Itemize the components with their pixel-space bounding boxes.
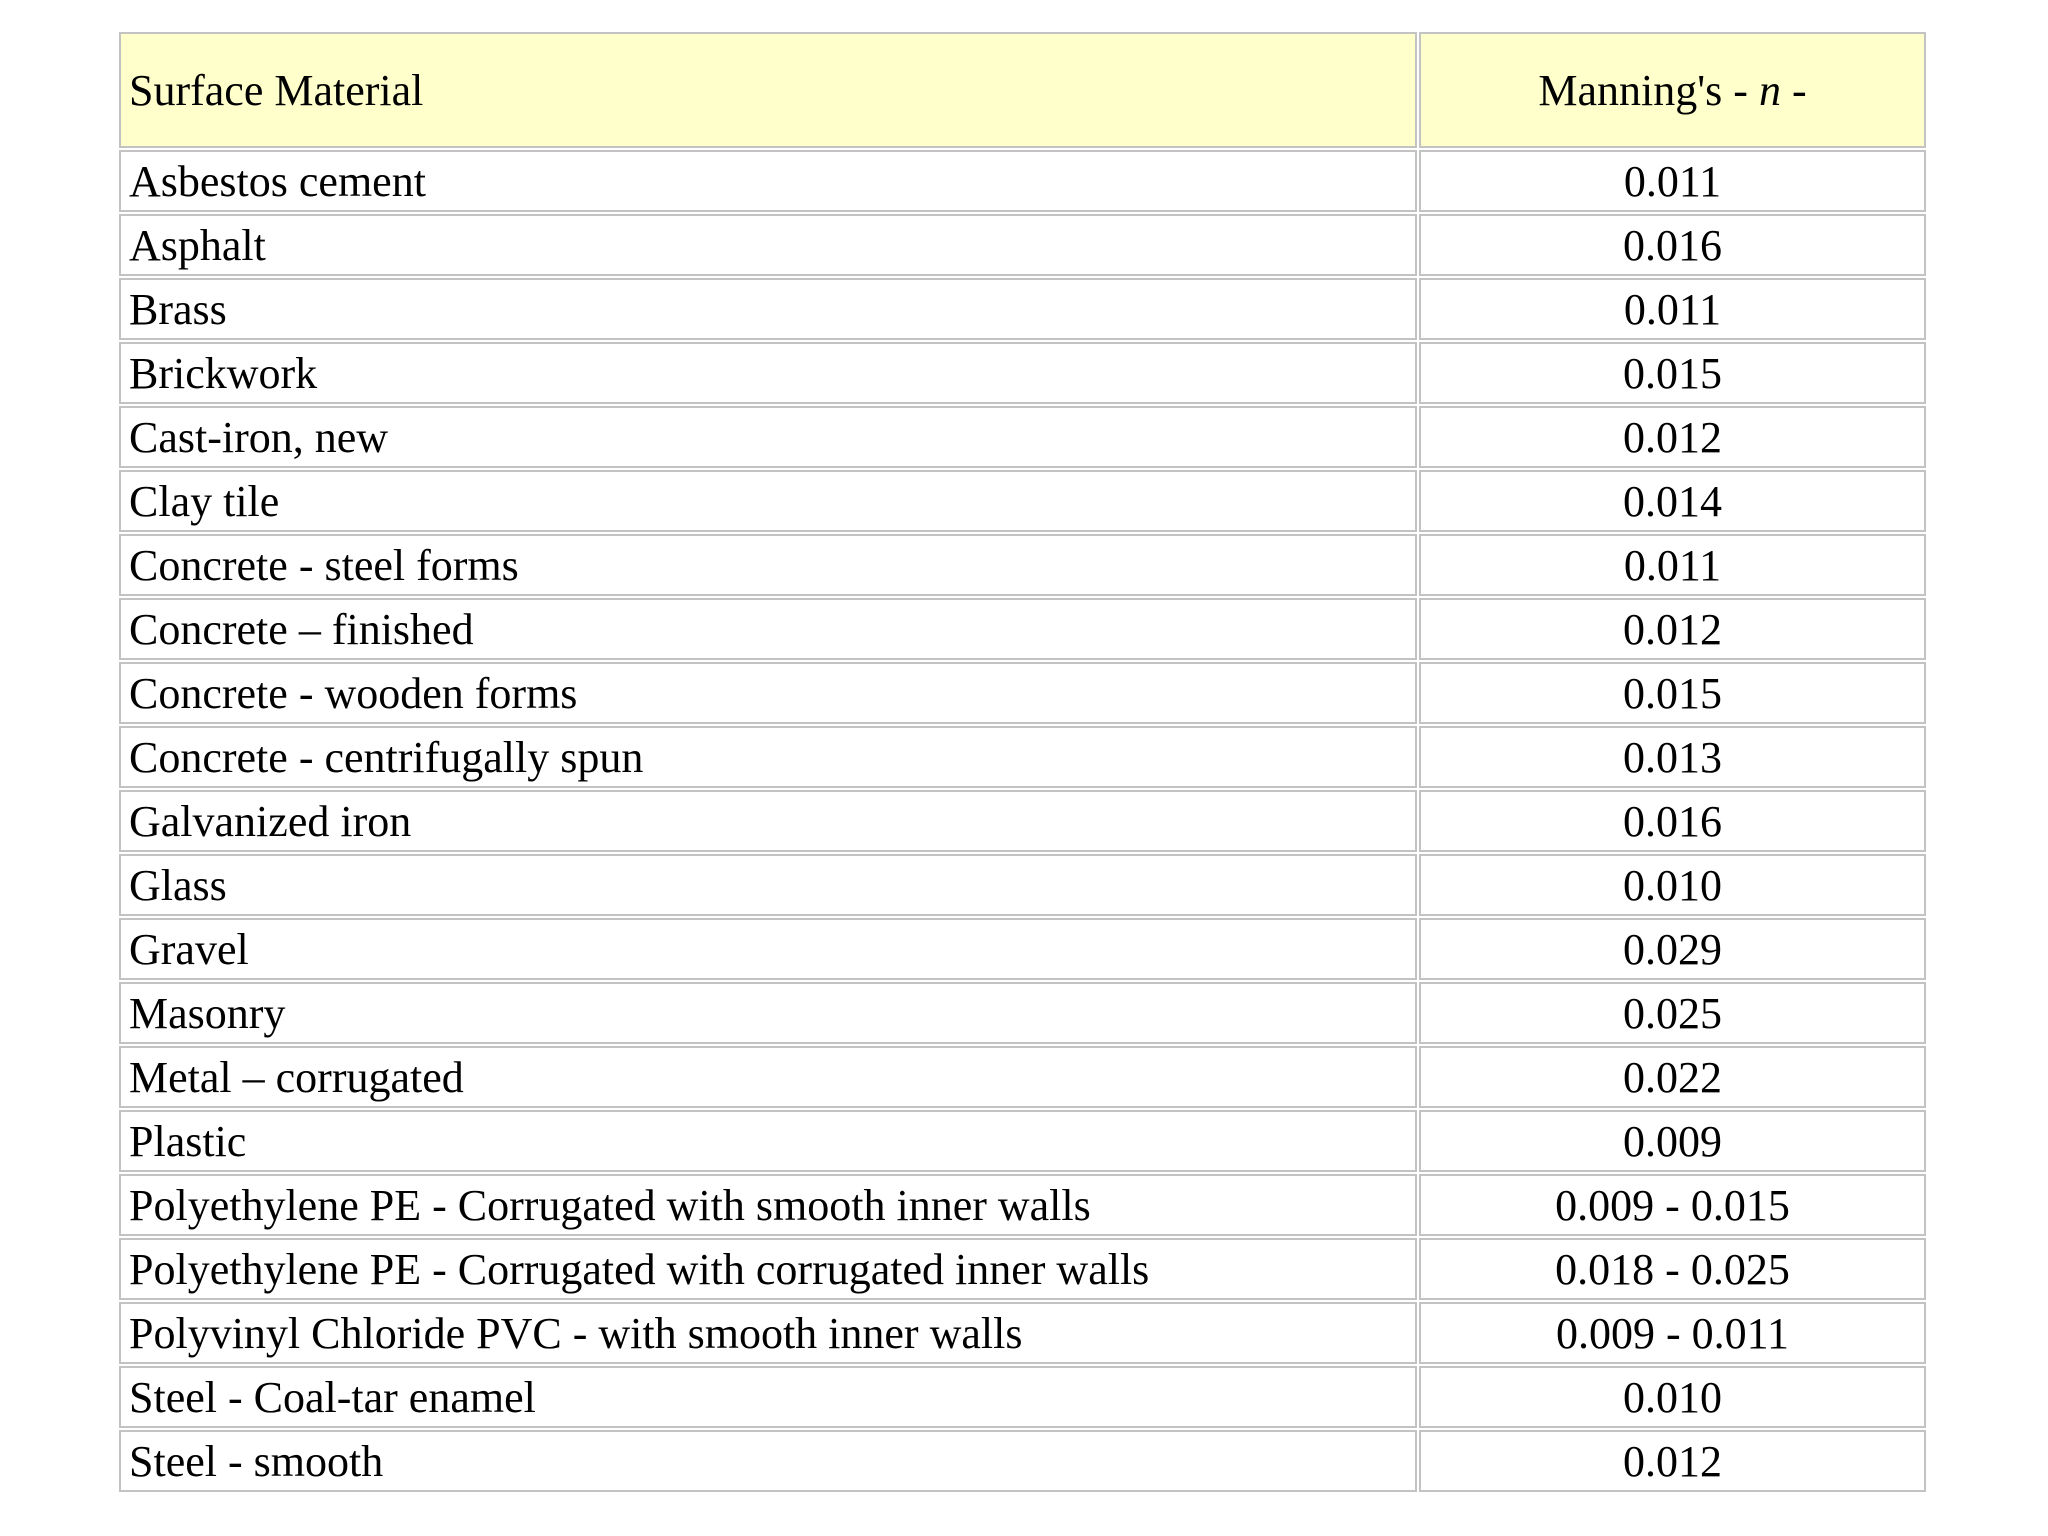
table-row: Glass 0.010 bbox=[119, 854, 1926, 916]
n-value-cell: 0.010 bbox=[1419, 1366, 1926, 1428]
material-cell: Polyethylene PE - Corrugated with corrug… bbox=[119, 1238, 1417, 1300]
manning-table-container: Surface Material Manning's - n - Asbesto… bbox=[117, 30, 1928, 1494]
manning-roughness-table: Surface Material Manning's - n - Asbesto… bbox=[117, 30, 1928, 1494]
header-mannings-n-suffix: - bbox=[1780, 65, 1807, 115]
n-value-cell: 0.009 bbox=[1419, 1110, 1926, 1172]
table-row: Concrete - centrifugally spun 0.013 bbox=[119, 726, 1926, 788]
n-value-cell: 0.009 - 0.011 bbox=[1419, 1302, 1926, 1364]
n-value-cell: 0.009 - 0.015 bbox=[1419, 1174, 1926, 1236]
table-row: Masonry 0.025 bbox=[119, 982, 1926, 1044]
n-value-cell: 0.014 bbox=[1419, 470, 1926, 532]
material-cell: Concrete – finished bbox=[119, 598, 1417, 660]
n-value-cell: 0.029 bbox=[1419, 918, 1926, 980]
table-row: Brickwork 0.015 bbox=[119, 342, 1926, 404]
header-mannings-n-prefix: Manning's - bbox=[1538, 65, 1759, 115]
n-value-cell: 0.012 bbox=[1419, 1430, 1926, 1492]
header-surface-material: Surface Material bbox=[119, 32, 1417, 148]
n-value-cell: 0.025 bbox=[1419, 982, 1926, 1044]
n-value-cell: 0.015 bbox=[1419, 662, 1926, 724]
n-value-cell: 0.022 bbox=[1419, 1046, 1926, 1108]
table-row: Concrete - steel forms 0.011 bbox=[119, 534, 1926, 596]
material-cell: Concrete - wooden forms bbox=[119, 662, 1417, 724]
table-row: Polyethylene PE - Corrugated with corrug… bbox=[119, 1238, 1926, 1300]
material-cell: Galvanized iron bbox=[119, 790, 1417, 852]
material-cell: Plastic bbox=[119, 1110, 1417, 1172]
n-value-cell: 0.013 bbox=[1419, 726, 1926, 788]
table-row: Steel - Coal-tar enamel 0.010 bbox=[119, 1366, 1926, 1428]
material-cell: Glass bbox=[119, 854, 1417, 916]
table-row: Plastic 0.009 bbox=[119, 1110, 1926, 1172]
table-row: Concrete – finished 0.012 bbox=[119, 598, 1926, 660]
material-cell: Concrete - centrifugally spun bbox=[119, 726, 1417, 788]
n-value-cell: 0.011 bbox=[1419, 534, 1926, 596]
material-cell: Polyvinyl Chloride PVC - with smooth inn… bbox=[119, 1302, 1417, 1364]
table-body: Asbestos cement 0.011 Asphalt 0.016 Brass 0.0… bbox=[119, 150, 1926, 1492]
n-value-cell: 0.016 bbox=[1419, 214, 1926, 276]
material-cell: Clay tile bbox=[119, 470, 1417, 532]
material-cell: Steel - smooth bbox=[119, 1430, 1417, 1492]
table-row: Asphalt 0.016 bbox=[119, 214, 1926, 276]
material-cell: Cast-iron, new bbox=[119, 406, 1417, 468]
material-cell: Gravel bbox=[119, 918, 1417, 980]
n-value-cell: 0.012 bbox=[1419, 406, 1926, 468]
header-mannings-n: Manning's - n - bbox=[1419, 32, 1926, 148]
material-cell: Asbestos cement bbox=[119, 150, 1417, 212]
table-row: Galvanized iron 0.016 bbox=[119, 790, 1926, 852]
material-cell: Asphalt bbox=[119, 214, 1417, 276]
n-value-cell: 0.010 bbox=[1419, 854, 1926, 916]
table-row: Steel - smooth 0.012 bbox=[119, 1430, 1926, 1492]
header-mannings-n-symbol: n bbox=[1758, 65, 1781, 115]
n-value-cell: 0.011 bbox=[1419, 278, 1926, 340]
material-cell: Masonry bbox=[119, 982, 1417, 1044]
material-cell: Polyethylene PE - Corrugated with smooth… bbox=[119, 1174, 1417, 1236]
n-value-cell: 0.016 bbox=[1419, 790, 1926, 852]
table-row: Gravel 0.029 bbox=[119, 918, 1926, 980]
material-cell: Brass bbox=[119, 278, 1417, 340]
table-header: Surface Material Manning's - n - bbox=[119, 32, 1926, 148]
table-row: Polyvinyl Chloride PVC - with smooth inn… bbox=[119, 1302, 1926, 1364]
table-row: Clay tile 0.014 bbox=[119, 470, 1926, 532]
table-row: Asbestos cement 0.011 bbox=[119, 150, 1926, 212]
table-row: Polyethylene PE - Corrugated with smooth… bbox=[119, 1174, 1926, 1236]
n-value-cell: 0.012 bbox=[1419, 598, 1926, 660]
table-row: Concrete - wooden forms 0.015 bbox=[119, 662, 1926, 724]
table-row: Brass 0.011 bbox=[119, 278, 1926, 340]
material-cell: Metal – corrugated bbox=[119, 1046, 1417, 1108]
n-value-cell: 0.015 bbox=[1419, 342, 1926, 404]
table-row: Cast-iron, new 0.012 bbox=[119, 406, 1926, 468]
n-value-cell: 0.018 - 0.025 bbox=[1419, 1238, 1926, 1300]
material-cell: Brickwork bbox=[119, 342, 1417, 404]
material-cell: Steel - Coal-tar enamel bbox=[119, 1366, 1417, 1428]
table-row: Metal – corrugated 0.022 bbox=[119, 1046, 1926, 1108]
header-row: Surface Material Manning's - n - bbox=[119, 32, 1926, 148]
material-cell: Concrete - steel forms bbox=[119, 534, 1417, 596]
n-value-cell: 0.011 bbox=[1419, 150, 1926, 212]
